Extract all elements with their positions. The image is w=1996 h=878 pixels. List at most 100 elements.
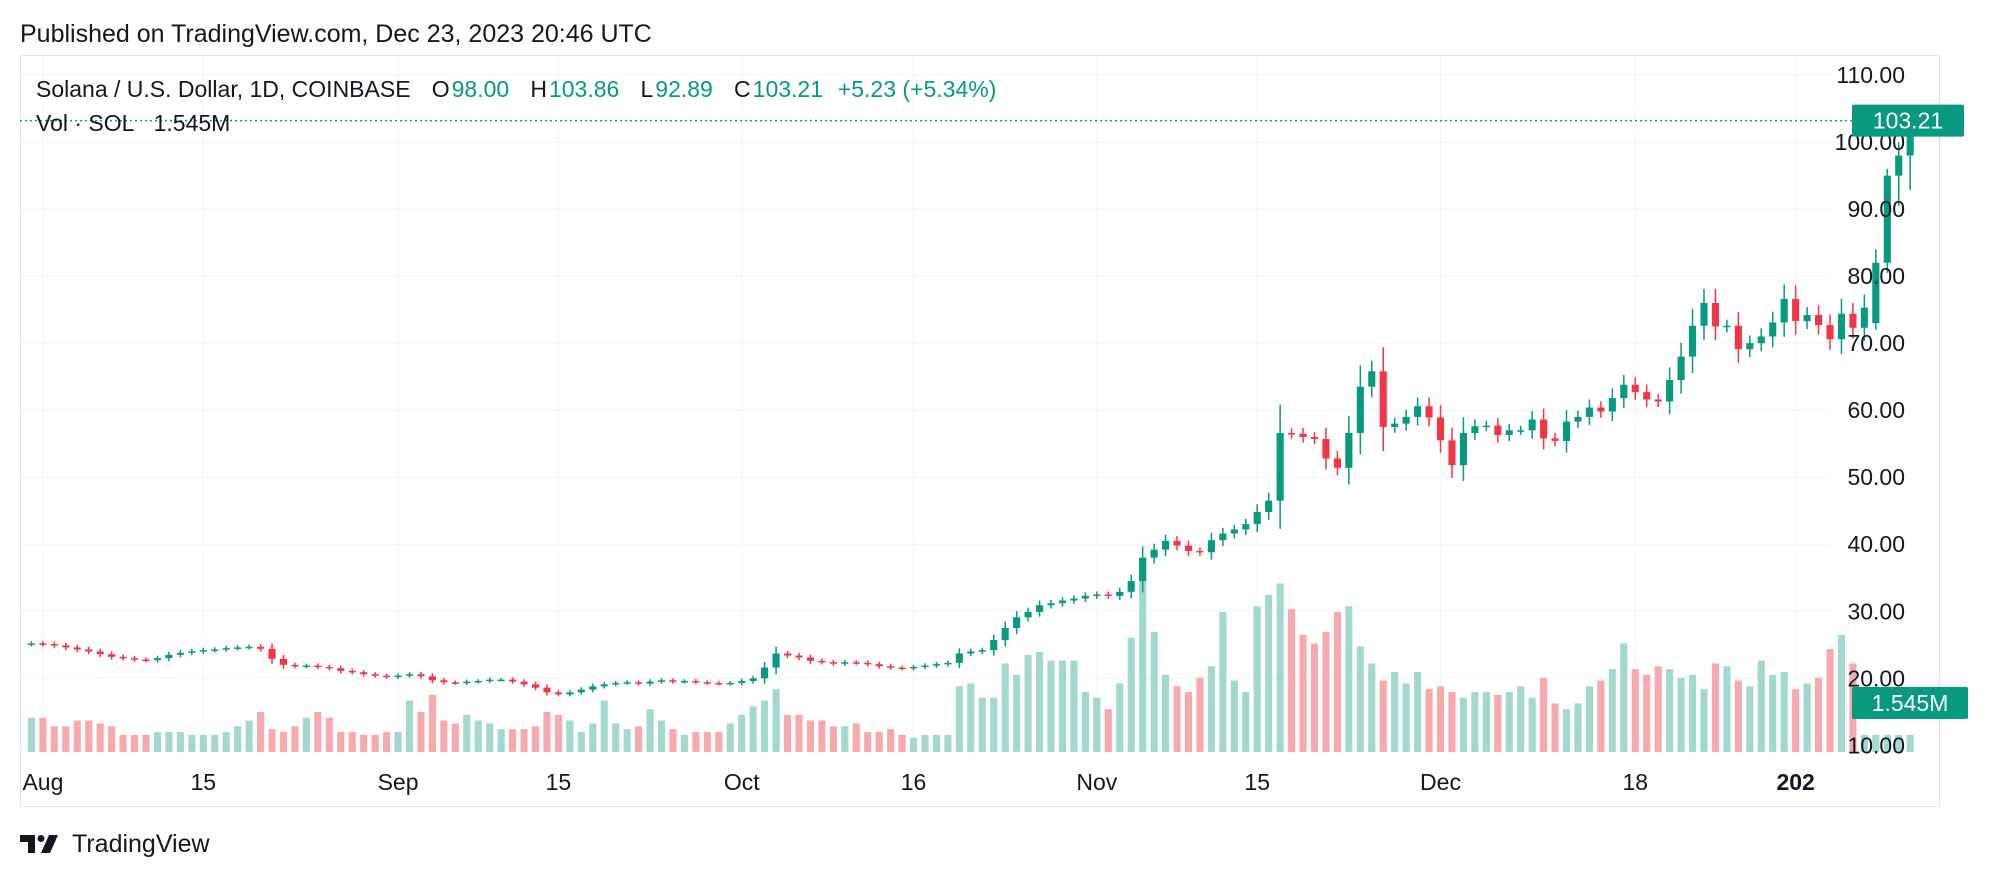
candle-body[interactable]: [1391, 423, 1399, 427]
candle-body[interactable]: [1620, 384, 1628, 399]
candle-body[interactable]: [1081, 595, 1089, 599]
candle-body[interactable]: [96, 651, 104, 655]
candle-body[interactable]: [1562, 421, 1571, 442]
candle-body[interactable]: [73, 647, 81, 650]
candle-body[interactable]: [1001, 628, 1009, 641]
candle-body[interactable]: [1093, 594, 1101, 597]
candle-body[interactable]: [715, 682, 723, 685]
candle-body[interactable]: [371, 674, 379, 676]
candle-body[interactable]: [1895, 155, 1903, 176]
candle-body[interactable]: [1036, 605, 1044, 612]
candle-body[interactable]: [1368, 371, 1376, 387]
candle-body[interactable]: [841, 662, 849, 664]
candle-body[interactable]: [657, 680, 666, 682]
candle-body[interactable]: [1425, 406, 1433, 418]
candle-body[interactable]: [1723, 325, 1731, 328]
candle-body[interactable]: [325, 666, 333, 669]
candle-body[interactable]: [428, 676, 436, 681]
candle-body[interactable]: [1540, 419, 1548, 439]
candle-body[interactable]: [1711, 302, 1719, 327]
candle-body[interactable]: [279, 658, 288, 665]
candle-body[interactable]: [1666, 380, 1674, 402]
candle-body[interactable]: [1116, 591, 1124, 596]
candle-body[interactable]: [1872, 262, 1880, 324]
candle-body[interactable]: [589, 686, 597, 690]
candle-body[interactable]: [749, 678, 757, 681]
candle-body[interactable]: [211, 649, 219, 651]
candle-body[interactable]: [543, 687, 551, 693]
candle-body[interactable]: [1769, 322, 1777, 337]
candle-body[interactable]: [1299, 433, 1307, 438]
candle-body[interactable]: [62, 645, 70, 648]
candle-body[interactable]: [268, 648, 276, 659]
candle-body[interactable]: [1219, 533, 1227, 541]
candle-body[interactable]: [337, 668, 345, 671]
candle-body[interactable]: [405, 674, 414, 676]
candle-body[interactable]: [1058, 600, 1067, 604]
tradingview-logo-icon[interactable]: [20, 832, 64, 856]
candle-body[interactable]: [291, 664, 299, 667]
candle-body[interactable]: [1162, 540, 1170, 550]
candle-body[interactable]: [829, 662, 837, 664]
candle-body[interactable]: [1310, 437, 1319, 440]
candle-body[interactable]: [932, 664, 941, 666]
candle-body[interactable]: [1906, 120, 1914, 156]
candle-body[interactable]: [1150, 549, 1158, 558]
candle-body[interactable]: [222, 648, 230, 650]
candle-body[interactable]: [1414, 406, 1422, 417]
candle-body[interactable]: [887, 666, 895, 668]
candle-body[interactable]: [509, 679, 517, 682]
candle-body[interactable]: [302, 665, 310, 668]
candle-body[interactable]: [1482, 425, 1490, 428]
candle-body[interactable]: [463, 681, 471, 684]
candle-body[interactable]: [1024, 611, 1032, 618]
candle-body[interactable]: [1597, 407, 1605, 412]
candle-body[interactable]: [360, 672, 368, 675]
candle-body[interactable]: [153, 658, 162, 661]
candle-body[interactable]: [692, 680, 700, 683]
candle-body[interactable]: [1677, 356, 1685, 381]
candle-body[interactable]: [1322, 439, 1330, 459]
candle-body[interactable]: [967, 651, 975, 654]
candle-body[interactable]: [955, 653, 963, 663]
candle-body[interactable]: [417, 674, 425, 677]
candle-body[interactable]: [726, 682, 734, 685]
candle-body[interactable]: [1230, 529, 1238, 534]
candle-body[interactable]: [348, 670, 356, 673]
candle-body[interactable]: [772, 653, 780, 668]
candle-body[interactable]: [1047, 603, 1055, 606]
candle-body[interactable]: [1837, 313, 1846, 340]
candle-body[interactable]: [1780, 298, 1788, 323]
candle-body[interactable]: [1688, 325, 1697, 357]
candle-body[interactable]: [1139, 557, 1147, 582]
candle-body[interactable]: [257, 646, 265, 649]
candle-body[interactable]: [669, 680, 677, 682]
candle-body[interactable]: [1276, 432, 1284, 501]
candle-body[interactable]: [1814, 315, 1823, 326]
candle-body[interactable]: [85, 649, 93, 652]
candle-body[interactable]: [1013, 617, 1021, 629]
candle-body[interactable]: [1803, 315, 1811, 322]
candle-body[interactable]: [612, 682, 620, 685]
candle-body[interactable]: [1471, 426, 1479, 433]
candle-body[interactable]: [978, 650, 986, 652]
candle-body[interactable]: [1757, 336, 1765, 344]
candle-body[interactable]: [1265, 500, 1273, 513]
candle-body[interactable]: [898, 667, 906, 670]
candle-body[interactable]: [1379, 371, 1387, 427]
candle-body[interactable]: [1459, 432, 1467, 466]
candle-body[interactable]: [1448, 440, 1456, 466]
candle-body[interactable]: [234, 647, 242, 649]
candle-body[interactable]: [1345, 432, 1353, 468]
candle-body[interactable]: [1792, 298, 1800, 322]
candle-body[interactable]: [795, 655, 803, 658]
candle-body[interactable]: [27, 643, 36, 645]
candle-body[interactable]: [738, 680, 746, 683]
candle-body[interactable]: [119, 656, 127, 659]
candle-body[interactable]: [1608, 398, 1616, 412]
candle-body[interactable]: [108, 654, 116, 657]
candle-body[interactable]: [1184, 545, 1193, 551]
candle-body[interactable]: [646, 681, 654, 684]
candle-body[interactable]: [990, 640, 998, 651]
candle-body[interactable]: [497, 679, 505, 682]
